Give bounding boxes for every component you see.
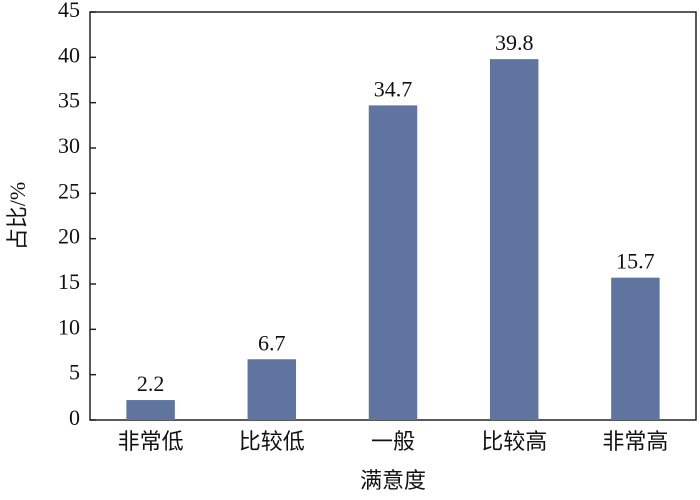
x-tick-label: 非常高 [602, 429, 668, 454]
bar [126, 400, 175, 420]
data-label: 15.7 [616, 249, 655, 274]
y-tick-label: 25 [58, 178, 80, 203]
data-label: 39.8 [495, 30, 534, 55]
data-label: 2.2 [137, 371, 165, 396]
bar [489, 59, 539, 420]
y-tick-label: 20 [58, 224, 80, 249]
y-tick-label: 40 [58, 42, 80, 67]
y-tick-label: 35 [58, 88, 80, 113]
x-tick-label: 比较低 [239, 429, 305, 454]
data-label: 34.7 [374, 76, 413, 101]
x-tick-label: 比较高 [481, 429, 547, 454]
x-tick-label: 非常低 [118, 429, 184, 454]
bar [368, 105, 418, 421]
y-tick-label: 10 [58, 314, 80, 339]
y-tick-label: 5 [69, 360, 80, 385]
bar [611, 277, 660, 420]
y-tick-label: 0 [69, 405, 80, 430]
y-axis-label: 占比/% [5, 182, 30, 250]
y-tick-label: 30 [58, 133, 80, 158]
x-tick-label: 一般 [371, 429, 415, 454]
y-tick-label: 45 [58, 0, 80, 22]
bar [247, 359, 297, 420]
data-label: 6.7 [258, 330, 286, 355]
x-axis-label: 满意度 [360, 468, 426, 493]
y-tick-label: 15 [58, 269, 80, 294]
